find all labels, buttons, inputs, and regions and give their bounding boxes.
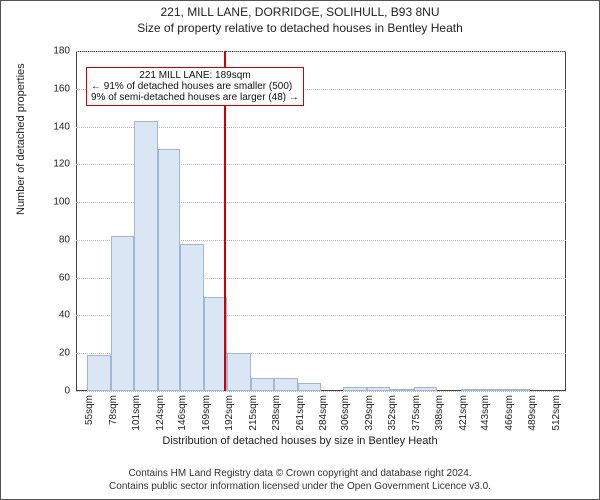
y-tick-label: 80 — [59, 234, 76, 245]
annotation-line: ← 91% of detached houses are smaller (50… — [91, 81, 299, 92]
gridline — [76, 391, 566, 392]
y-tick-label: 160 — [53, 83, 76, 94]
y-axis-label: Number of detached properties — [15, 63, 27, 215]
histogram-bar — [227, 353, 250, 391]
x-tick-label: 489sqm — [527, 395, 538, 431]
x-tick-label: 261sqm — [295, 395, 306, 431]
x-tick-label: 375sqm — [411, 395, 422, 431]
x-tick-label: 238sqm — [271, 395, 282, 431]
gridline — [76, 51, 566, 52]
x-tick-label: 443sqm — [480, 395, 491, 431]
x-tick-label: 306sqm — [340, 395, 351, 431]
histogram-bar — [343, 387, 366, 391]
chart-container: 221, MILL LANE, DORRIDGE, SOLIHULL, B93 … — [0, 0, 600, 500]
x-tick-label: 352sqm — [387, 395, 398, 431]
chart-title: 221, MILL LANE, DORRIDGE, SOLIHULL, B93 … — [1, 5, 599, 19]
histogram-bar — [483, 389, 506, 391]
histogram-bar — [180, 244, 203, 391]
histogram-bar — [251, 378, 274, 391]
y-tick-label: 20 — [59, 348, 76, 359]
histogram-bar — [158, 149, 180, 391]
chart-subtitle: Size of property relative to detached ho… — [1, 21, 599, 35]
footer-text: Contains HM Land Registry data © Crown c… — [1, 467, 599, 493]
x-tick-label: 169sqm — [201, 395, 212, 431]
x-tick-label: 215sqm — [248, 395, 259, 431]
histogram-bar — [367, 387, 390, 391]
x-tick-label: 329sqm — [364, 395, 375, 431]
histogram-bar — [414, 387, 437, 391]
x-tick-label: 78sqm — [108, 395, 119, 425]
y-tick-label: 60 — [59, 272, 76, 283]
x-tick-label: 192sqm — [224, 395, 235, 431]
x-tick-label: 398sqm — [434, 395, 445, 431]
histogram-bar — [507, 389, 530, 391]
x-tick-label: 466sqm — [504, 395, 515, 431]
plot-area: 02040608010012014016018055sqm78sqm101sqm… — [76, 51, 566, 391]
y-tick-label: 40 — [59, 310, 76, 321]
histogram-bar — [390, 389, 413, 391]
footer-line-1: Contains HM Land Registry data © Crown c… — [1, 467, 599, 480]
x-tick-label: 421sqm — [458, 395, 469, 431]
histogram-bar — [87, 355, 110, 391]
x-tick-label: 284sqm — [318, 395, 329, 431]
x-tick-label: 146sqm — [177, 395, 188, 431]
histogram-bar — [461, 389, 483, 391]
histogram-bar — [274, 378, 297, 391]
annotation-line: 9% of semi-detached houses are larger (4… — [91, 92, 299, 103]
annotation-line: 221 MILL LANE: 189sqm — [91, 70, 299, 81]
x-tick-label: 512sqm — [551, 395, 562, 431]
y-tick-label: 120 — [53, 159, 76, 170]
histogram-bar — [111, 236, 134, 391]
histogram-bar — [134, 121, 157, 391]
histogram-bar — [298, 383, 321, 391]
y-tick-label: 180 — [53, 46, 76, 57]
y-tick-label: 100 — [53, 197, 76, 208]
x-axis-label: Distribution of detached houses by size … — [1, 435, 599, 447]
x-tick-label: 124sqm — [155, 395, 166, 431]
y-tick-label: 140 — [53, 121, 76, 132]
y-tick-label: 0 — [64, 386, 76, 397]
x-tick-label: 101sqm — [131, 395, 142, 431]
annotation-box: 221 MILL LANE: 189sqm← 91% of detached h… — [86, 67, 304, 106]
x-tick-label: 55sqm — [84, 395, 95, 425]
footer-line-2: Contains public sector information licen… — [1, 480, 599, 493]
